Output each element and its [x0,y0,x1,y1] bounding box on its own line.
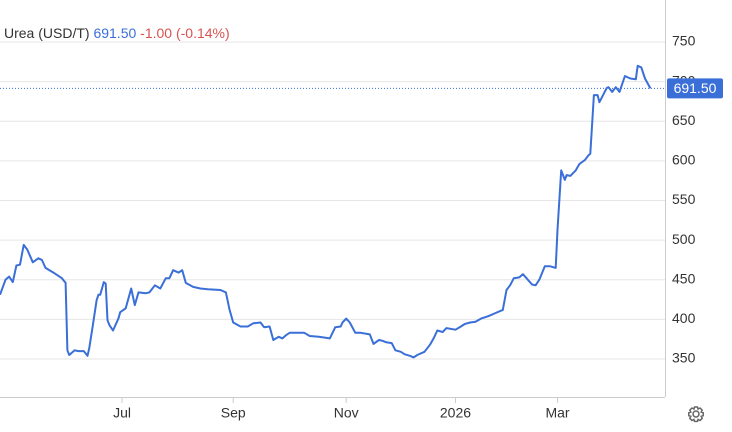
y-tick-label: 750 [672,33,696,49]
x-tick-label: Jul [113,405,131,421]
grid [0,41,665,403]
y-tick-label: 550 [672,191,696,207]
y-tick-label: 600 [672,152,696,168]
x-tick-label: Sep [221,405,246,421]
header: Urea (USD/T) 691.50 -1.00 (-0.14%) [4,25,230,41]
last-price-label: 691.50 [674,80,717,96]
y-tick-label: 650 [672,112,696,128]
y-tick-label: 500 [672,231,696,247]
chart-title: Urea (USD/T) [4,25,90,41]
plot [0,64,665,359]
settings-icon[interactable] [688,406,704,423]
price: 691.50 [93,25,136,41]
x-tick-label: 2026 [440,405,471,421]
price-line [0,64,652,359]
y-tick-label: 450 [672,270,696,286]
x-tick-label: Mar [545,405,569,421]
last-price-badge [667,78,723,99]
change: -1.00 (-0.14%) [140,25,229,41]
y-tick-label: 400 [672,310,696,326]
x-tick-label: Nov [334,405,359,421]
y-tick-label: 350 [672,350,696,366]
